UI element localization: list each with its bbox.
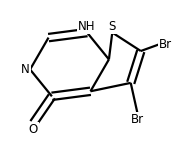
Text: S: S xyxy=(109,20,116,33)
Text: O: O xyxy=(29,123,38,136)
Text: Br: Br xyxy=(131,113,144,126)
Text: NH: NH xyxy=(78,20,96,33)
Text: N: N xyxy=(21,63,30,76)
Text: Br: Br xyxy=(159,38,172,51)
